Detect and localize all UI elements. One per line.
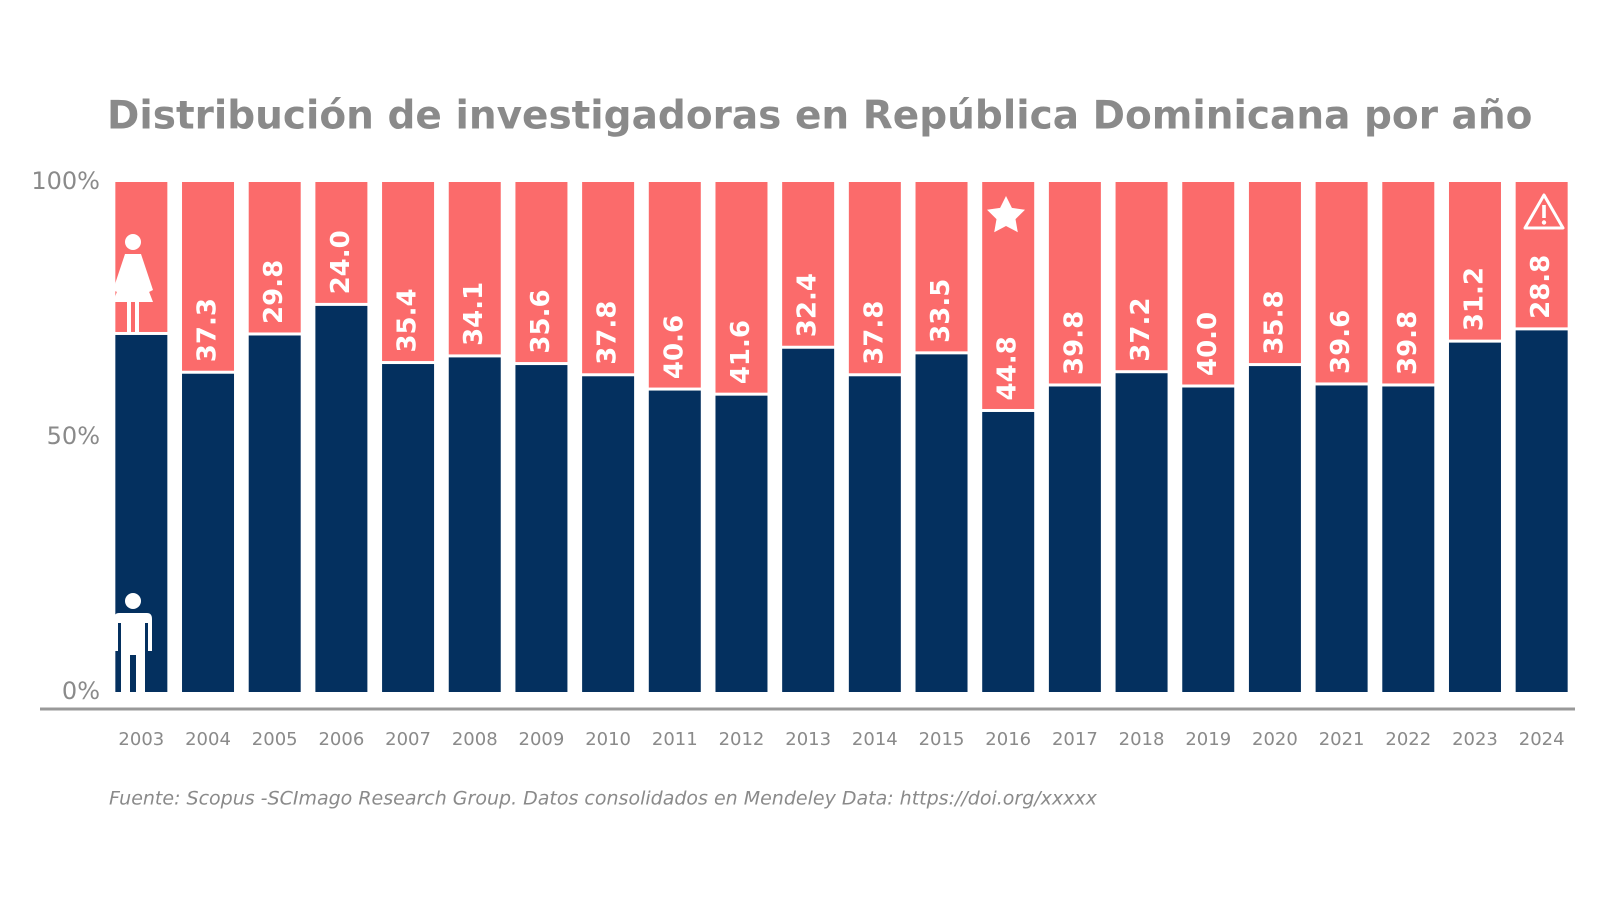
bar-segment: [1248, 366, 1301, 692]
bar-segment: [448, 182, 501, 355]
x-tick-label: 2013: [785, 729, 831, 750]
x-tick-label: 2009: [519, 729, 565, 750]
bar-segment: [715, 395, 768, 692]
bar-segment: [1048, 182, 1101, 384]
bar-segment: [915, 354, 968, 692]
bar-segment: [382, 182, 435, 362]
female-icon: [113, 234, 153, 332]
x-tick-label: 2022: [1385, 729, 1431, 750]
bar-segment: [1382, 182, 1435, 384]
warning-icon: [1523, 193, 1565, 230]
bar-segment: [1248, 182, 1301, 364]
data-label: 24.0: [326, 230, 356, 294]
x-tick-label: 2018: [1119, 729, 1165, 750]
bar-segment: [1315, 385, 1368, 692]
data-label: 34.1: [459, 282, 489, 346]
data-label: 39.8: [1393, 311, 1423, 375]
bar-segment: [582, 182, 635, 374]
x-tick-label: 2006: [318, 729, 364, 750]
bars: 37.3 29.8 24.0 35.4 34.1 35.6 37.8 40.6 41.6 32.4…: [115, 182, 1568, 692]
star-icon: [987, 196, 1025, 233]
data-label: 37.3: [193, 298, 223, 362]
bar-segment: [515, 365, 568, 692]
x-tick-label: 2011: [652, 729, 698, 750]
bar-segment: [848, 182, 901, 374]
data-label: 35.6: [526, 289, 556, 353]
source-note: Fuente: Scopus -SCImago Research Group. …: [109, 788, 1098, 810]
x-tick-label: 2010: [585, 729, 631, 750]
bar-segment: [315, 182, 368, 303]
x-tick-label: 2023: [1452, 729, 1498, 750]
data-label: 39.6: [1326, 310, 1356, 374]
bar-segment: [1115, 182, 1168, 371]
bar-segment: [1515, 182, 1568, 328]
bar-segment: [1182, 387, 1235, 692]
x-tick-label: 2021: [1319, 729, 1365, 750]
bar-segment: [715, 182, 768, 393]
x-tick-label: 2014: [852, 729, 898, 750]
data-label: 39.8: [1059, 311, 1089, 375]
data-label: 40.0: [1193, 312, 1223, 376]
x-tick-label: 2007: [385, 729, 431, 750]
x-tick-label: 2017: [1052, 729, 1098, 750]
bar-segment: [1382, 386, 1435, 692]
x-tick-label: 2015: [919, 729, 965, 750]
icons: [113, 193, 1565, 693]
bar-segment: [315, 305, 368, 692]
bar-segment: [1515, 330, 1568, 692]
data-label: 40.6: [659, 315, 689, 379]
bar-segment: [248, 335, 301, 692]
data-label: 32.4: [793, 273, 823, 337]
bar-segment: [515, 182, 568, 363]
data-label: 28.8: [1526, 255, 1556, 319]
x-tick-label: 2008: [452, 729, 498, 750]
x-tick-label: 2012: [719, 729, 765, 750]
bar-segment: [782, 182, 835, 346]
bar-segment: [182, 373, 235, 692]
bar-segment: [1048, 386, 1101, 692]
data-label: 41.6: [726, 320, 756, 384]
bar-segment: [582, 376, 635, 692]
bar-segment: [1448, 342, 1501, 692]
bar-segment: [1182, 182, 1235, 385]
data-label: 31.2: [1459, 267, 1489, 331]
data-label: 29.8: [259, 260, 289, 324]
male-icon: [114, 593, 152, 693]
bar-segment: [1448, 182, 1501, 340]
data-label: 35.4: [393, 288, 423, 352]
bar-segment: [848, 376, 901, 692]
x-tick-label: 2024: [1519, 729, 1565, 750]
x-tick-label: 2016: [985, 729, 1031, 750]
x-tick-label: 2005: [252, 729, 298, 750]
bar-segment: [915, 182, 968, 352]
data-label: 44.8: [993, 336, 1023, 400]
bar-segment: [248, 182, 301, 333]
bar-segment: [648, 390, 701, 692]
y-tick-label: 100%: [31, 167, 100, 195]
data-label: 33.5: [926, 279, 956, 343]
bar-segment: [982, 411, 1035, 692]
data-label: 37.2: [1126, 298, 1156, 362]
data-label: 37.8: [859, 301, 889, 365]
bar-segment: [648, 182, 701, 388]
x-tick-label: 2004: [185, 729, 231, 750]
data-label: 35.8: [1259, 290, 1289, 354]
x-tick-label: 2020: [1252, 729, 1298, 750]
bar-segment: [382, 364, 435, 692]
chart-title: Distribución de investigadoras en Repúbl…: [107, 94, 1532, 139]
bar-segment: [1115, 373, 1168, 692]
bar-segment: [182, 182, 235, 371]
bar-segment: [782, 348, 835, 692]
x-tick-label: 2003: [118, 729, 164, 750]
bar-segment: [1315, 182, 1368, 383]
y-tick-label: 50%: [47, 422, 100, 450]
data-label: 37.8: [593, 301, 623, 365]
y-tick-label: 0%: [62, 677, 100, 705]
bar-segment: [448, 357, 501, 692]
x-tick-label: 2019: [1185, 729, 1231, 750]
